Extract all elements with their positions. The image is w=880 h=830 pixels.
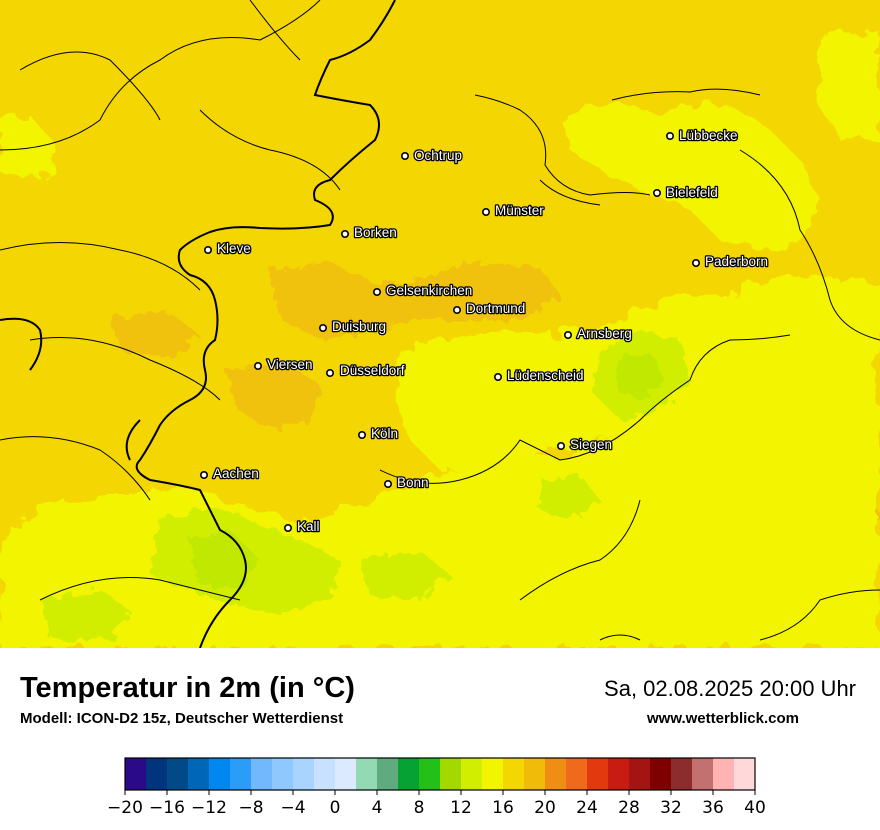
map-footer: Temperatur in 2m (in °C) Modell: ICON-D2… bbox=[0, 648, 880, 830]
scale-tick-label: −16 bbox=[149, 798, 185, 818]
scale-swatch bbox=[335, 758, 357, 790]
city-label: Duisburg bbox=[332, 319, 386, 334]
model-info: Modell: ICON-D2 15z, Deutscher Wetterdie… bbox=[20, 710, 344, 727]
scale-swatch bbox=[314, 758, 336, 790]
scale-frame bbox=[124, 757, 756, 791]
city-bielefeld[interactable]: Bielefeld bbox=[652, 184, 719, 201]
scale-tick-label: 40 bbox=[744, 798, 766, 818]
temperature-map[interactable]: Lübbecke Ochtrup Bielefeld Münster Borke… bbox=[0, 0, 880, 648]
scale-swatch bbox=[545, 758, 567, 790]
city-dortmund[interactable]: Dortmund bbox=[452, 300, 527, 317]
country-border bbox=[0, 0, 396, 648]
city-label: Düsseldorf bbox=[340, 363, 405, 378]
scale-tick-label: 28 bbox=[618, 798, 640, 818]
scale-swatch bbox=[503, 758, 525, 790]
city-luedenscheid[interactable]: Lüdenscheid bbox=[493, 367, 585, 384]
scale-swatch bbox=[587, 758, 609, 790]
scale-swatch bbox=[272, 758, 294, 790]
scale-swatch bbox=[167, 758, 189, 790]
city-label: Bonn bbox=[397, 475, 429, 490]
city-label: Kall bbox=[297, 519, 320, 534]
city-viersen[interactable]: Viersen bbox=[254, 356, 314, 373]
map-title: Temperatur in 2m (in °C) bbox=[20, 672, 355, 704]
scale-tick-label: 12 bbox=[450, 798, 472, 818]
city-label: Dortmund bbox=[466, 301, 525, 316]
city-ochtrup[interactable]: Ochtrup bbox=[400, 147, 463, 164]
scale-tick-label: 24 bbox=[576, 798, 598, 818]
scale-swatch bbox=[146, 758, 168, 790]
city-label: Lübbecke bbox=[679, 128, 738, 143]
city-label: Lüdenscheid bbox=[507, 368, 584, 383]
scale-swatch bbox=[671, 758, 693, 790]
scale-swatch bbox=[188, 758, 210, 790]
scale-swatch bbox=[209, 758, 231, 790]
scale-swatch bbox=[440, 758, 462, 790]
scale-swatch bbox=[377, 758, 399, 790]
website-link[interactable]: www.wetterblick.com bbox=[647, 710, 799, 727]
city-siegen[interactable]: Siegen bbox=[556, 436, 613, 453]
scale-swatch bbox=[608, 758, 630, 790]
scale-tick-label: 8 bbox=[414, 798, 425, 818]
scale-swatch bbox=[734, 758, 756, 790]
temperature-zones bbox=[0, 30, 880, 648]
city-koeln[interactable]: Köln bbox=[357, 425, 399, 442]
city-label: Gelsenkirchen bbox=[386, 283, 472, 298]
scale-tick-label: −4 bbox=[280, 798, 305, 818]
forecast-datetime: Sa, 02.08.2025 20:00 Uhr bbox=[604, 676, 856, 701]
scale-tick-label: −20 bbox=[107, 798, 143, 818]
scale-swatch bbox=[482, 758, 504, 790]
color-scale: −20 −16 −12 −8 −4 0 4 8 12 16 20 24 28 32 36 40 bbox=[107, 757, 766, 818]
scale-tick-label: 4 bbox=[372, 798, 383, 818]
city-duesseldorf[interactable]: Düsseldorf bbox=[325, 362, 406, 379]
scale-swatch bbox=[713, 758, 735, 790]
city-label: Münster bbox=[495, 203, 544, 218]
city-paderborn[interactable]: Paderborn bbox=[691, 253, 769, 270]
city-label: Paderborn bbox=[705, 254, 768, 269]
city-kleve[interactable]: Kleve bbox=[204, 240, 252, 257]
scale-swatch bbox=[419, 758, 441, 790]
city-label: Borken bbox=[354, 225, 397, 240]
scale-ticks: −20 −16 −12 −8 −4 0 4 8 12 16 20 24 28 32 36 40 bbox=[107, 790, 766, 818]
city-duisburg[interactable]: Duisburg bbox=[318, 318, 387, 335]
city-label: Bielefeld bbox=[666, 185, 718, 200]
scale-swatch bbox=[629, 758, 651, 790]
city-label: Kleve bbox=[217, 241, 251, 256]
city-label: Ochtrup bbox=[414, 148, 462, 163]
scale-swatch bbox=[566, 758, 588, 790]
city-aachen[interactable]: Aachen bbox=[200, 465, 260, 482]
scale-tick-label: 32 bbox=[660, 798, 682, 818]
city-label: Köln bbox=[371, 426, 398, 441]
city-luebbecke[interactable]: Lübbecke bbox=[665, 127, 739, 144]
scale-swatch bbox=[692, 758, 714, 790]
scale-swatch bbox=[398, 758, 420, 790]
city-label: Viersen bbox=[267, 357, 313, 372]
scale-swatch bbox=[230, 758, 252, 790]
scale-swatch bbox=[356, 758, 378, 790]
city-gelsenkirchen[interactable]: Gelsenkirchen bbox=[372, 282, 474, 299]
scale-swatch bbox=[293, 758, 315, 790]
scale-swatch bbox=[650, 758, 672, 790]
scale-tick-label: −12 bbox=[191, 798, 227, 818]
scale-swatch bbox=[461, 758, 483, 790]
scale-tick-label: 0 bbox=[330, 798, 341, 818]
city-borken[interactable]: Borken bbox=[340, 224, 398, 241]
city-kall[interactable]: Kall bbox=[283, 518, 321, 535]
scale-swatch bbox=[125, 758, 147, 790]
scale-swatch bbox=[251, 758, 273, 790]
city-label: Arnsberg bbox=[577, 326, 632, 341]
city-markers[interactable]: Lübbecke Ochtrup Bielefeld Münster Borke… bbox=[200, 127, 769, 535]
scale-tick-label: −8 bbox=[238, 798, 263, 818]
scale-tick-label: 20 bbox=[534, 798, 556, 818]
scale-tick-label: 16 bbox=[492, 798, 514, 818]
scale-swatch bbox=[524, 758, 546, 790]
city-label: Siegen bbox=[570, 437, 612, 452]
city-arnsberg[interactable]: Arnsberg bbox=[563, 325, 633, 342]
scale-swatches bbox=[125, 758, 756, 790]
admin-borders bbox=[0, 0, 880, 641]
scale-tick-label: 36 bbox=[702, 798, 724, 818]
city-label: Aachen bbox=[213, 466, 259, 481]
city-bonn[interactable]: Bonn bbox=[383, 474, 430, 491]
city-muenster[interactable]: Münster bbox=[481, 202, 546, 219]
